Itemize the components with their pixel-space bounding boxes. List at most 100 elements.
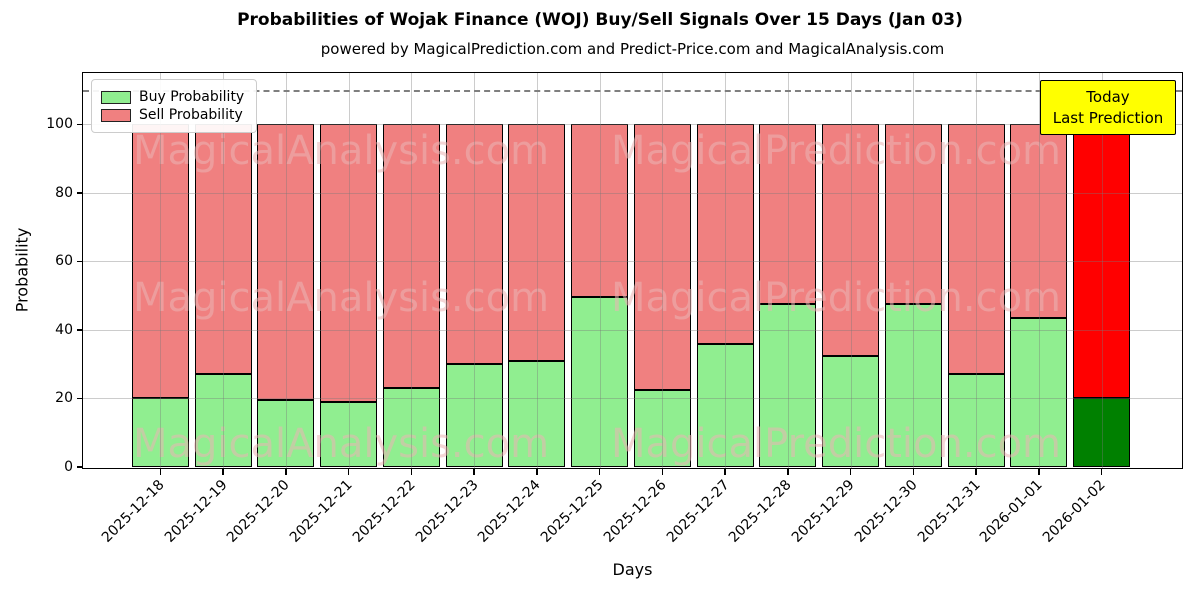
- vertical-gridline: [976, 73, 978, 468]
- x-tick-mark: [347, 469, 350, 475]
- plot-area: Buy Probability Sell Probability Today L…: [46, 72, 1183, 546]
- bar-segment-sell: [571, 124, 629, 298]
- y-tick-mark: [77, 397, 83, 400]
- bar-segment-buy: [884, 304, 942, 467]
- x-tick-mark: [849, 469, 852, 475]
- bar-segment-buy: [1010, 317, 1068, 467]
- legend-entry-buy: Buy Probability: [101, 89, 244, 105]
- x-axis-label: Days: [612, 560, 653, 579]
- bar-segment-buy: [1073, 398, 1131, 467]
- horizontal-gridline: [83, 124, 1182, 126]
- x-tick-mark: [661, 469, 664, 475]
- watermark-text: MagicalPrediction.com: [611, 128, 1061, 174]
- watermark-text: MagicalAnalysis.com: [132, 421, 550, 467]
- vertical-gridline: [599, 73, 601, 468]
- x-tick-label: 2025-12-22: [349, 477, 419, 546]
- watermark-text: MagicalAnalysis.com: [132, 275, 550, 321]
- vertical-gridline: [725, 73, 727, 468]
- x-tick-label: 2025-12-26: [600, 477, 670, 546]
- x-tick-mark: [975, 469, 977, 475]
- bar-segment-buy: [696, 343, 754, 467]
- vertical-gridline: [787, 73, 789, 468]
- bar-segment-buy: [759, 304, 817, 467]
- x-tick-label: 2025-12-25: [538, 477, 607, 546]
- y-tick-mark: [77, 329, 83, 331]
- vertical-gridline: [348, 73, 350, 468]
- vertical-gridline: [850, 73, 852, 468]
- x-tick-mark: [410, 469, 413, 475]
- bar-segment-sell: [696, 124, 754, 344]
- today-annotation-box: Today Last Prediction: [1040, 80, 1176, 135]
- x-tick-label: 2025-12-27: [663, 477, 733, 546]
- bar-segment-sell: [1010, 124, 1068, 318]
- x-tick-label: 2025-12-20: [224, 477, 294, 546]
- bar-segment-sell: [947, 124, 1005, 375]
- x-tick-mark: [787, 469, 789, 475]
- legend-entry-sell: Sell Probability: [101, 107, 244, 123]
- x-tick-label: 2025-12-19: [161, 477, 231, 546]
- bar-segment-buy: [131, 398, 189, 467]
- bar-segment-buy: [445, 364, 503, 467]
- bar-segment-buy: [508, 360, 566, 467]
- legend-swatch-buy: [101, 90, 131, 104]
- bar-segment-sell: [508, 124, 566, 361]
- x-tick-label: 2025-12-31: [914, 477, 984, 546]
- vertical-gridline: [160, 73, 162, 468]
- legend-label-sell: Sell Probability: [139, 107, 243, 123]
- horizontal-gridline: [83, 398, 1182, 400]
- y-tick-label: 0: [64, 459, 73, 475]
- x-tick-mark: [159, 469, 162, 475]
- bar-segment-sell: [445, 124, 503, 365]
- dashed-reference-line: [83, 90, 1182, 93]
- annotation-line-1: Today: [1086, 88, 1130, 107]
- horizontal-gridline: [83, 329, 1182, 331]
- bar-segment-buy: [257, 400, 315, 467]
- bar-segment-sell: [382, 124, 440, 389]
- annotation-line-2: Last Prediction: [1052, 108, 1164, 127]
- x-tick-mark: [473, 469, 475, 475]
- x-tick-label: 2025-12-28: [726, 477, 796, 546]
- chart-subtitle: powered by MagicalPrediction.com and Pre…: [320, 40, 945, 58]
- x-tick-mark: [1038, 469, 1040, 475]
- vertical-gridline: [662, 73, 664, 468]
- vertical-gridline: [411, 73, 413, 468]
- watermark-text: MagicalPrediction.com: [611, 275, 1061, 321]
- legend: Buy Probability Sell Probability: [91, 79, 258, 133]
- x-tick-mark: [912, 469, 915, 475]
- x-tick-label: 2025-12-18: [98, 477, 168, 546]
- horizontal-gridline: [83, 261, 1182, 263]
- watermark-text: MagicalAnalysis.com: [132, 128, 550, 174]
- vertical-gridline: [1101, 73, 1103, 468]
- x-tick-mark: [724, 469, 726, 475]
- bar-segment-buy: [382, 388, 440, 467]
- bar-segment-sell: [1073, 124, 1131, 399]
- bar-segment-sell: [633, 124, 691, 390]
- y-tick-mark: [77, 260, 83, 263]
- vertical-gridline: [223, 73, 225, 468]
- y-tick-mark: [77, 466, 83, 468]
- legend-label-buy: Buy Probability: [139, 89, 245, 105]
- x-tick-label: 2026-01-02: [1040, 477, 1109, 546]
- x-tick-mark: [536, 469, 538, 475]
- bar-segment-buy: [633, 389, 691, 467]
- x-tick-label: 2025-12-30: [851, 477, 921, 546]
- bar-segment-buy: [194, 374, 252, 467]
- bar-segment-sell: [884, 124, 942, 305]
- vertical-gridline: [913, 73, 915, 468]
- x-tick-mark: [285, 469, 287, 475]
- y-tick-label: 100: [46, 116, 73, 133]
- bar-segment-sell: [822, 124, 880, 356]
- x-tick-label: 2025-12-23: [412, 477, 482, 546]
- x-tick-label: 2026-01-01: [977, 477, 1047, 546]
- legend-swatch-sell: [101, 108, 131, 122]
- vertical-gridline: [285, 73, 287, 468]
- bar-segment-sell: [131, 124, 189, 399]
- bar-segment-buy: [571, 297, 629, 467]
- x-tick-mark: [222, 469, 224, 475]
- vertical-gridline: [1038, 73, 1040, 468]
- bar-segment-sell: [320, 124, 378, 402]
- bar-segment-buy: [822, 355, 880, 467]
- y-tick-label: 80: [55, 184, 73, 201]
- x-tick-label: 2025-12-21: [287, 477, 356, 546]
